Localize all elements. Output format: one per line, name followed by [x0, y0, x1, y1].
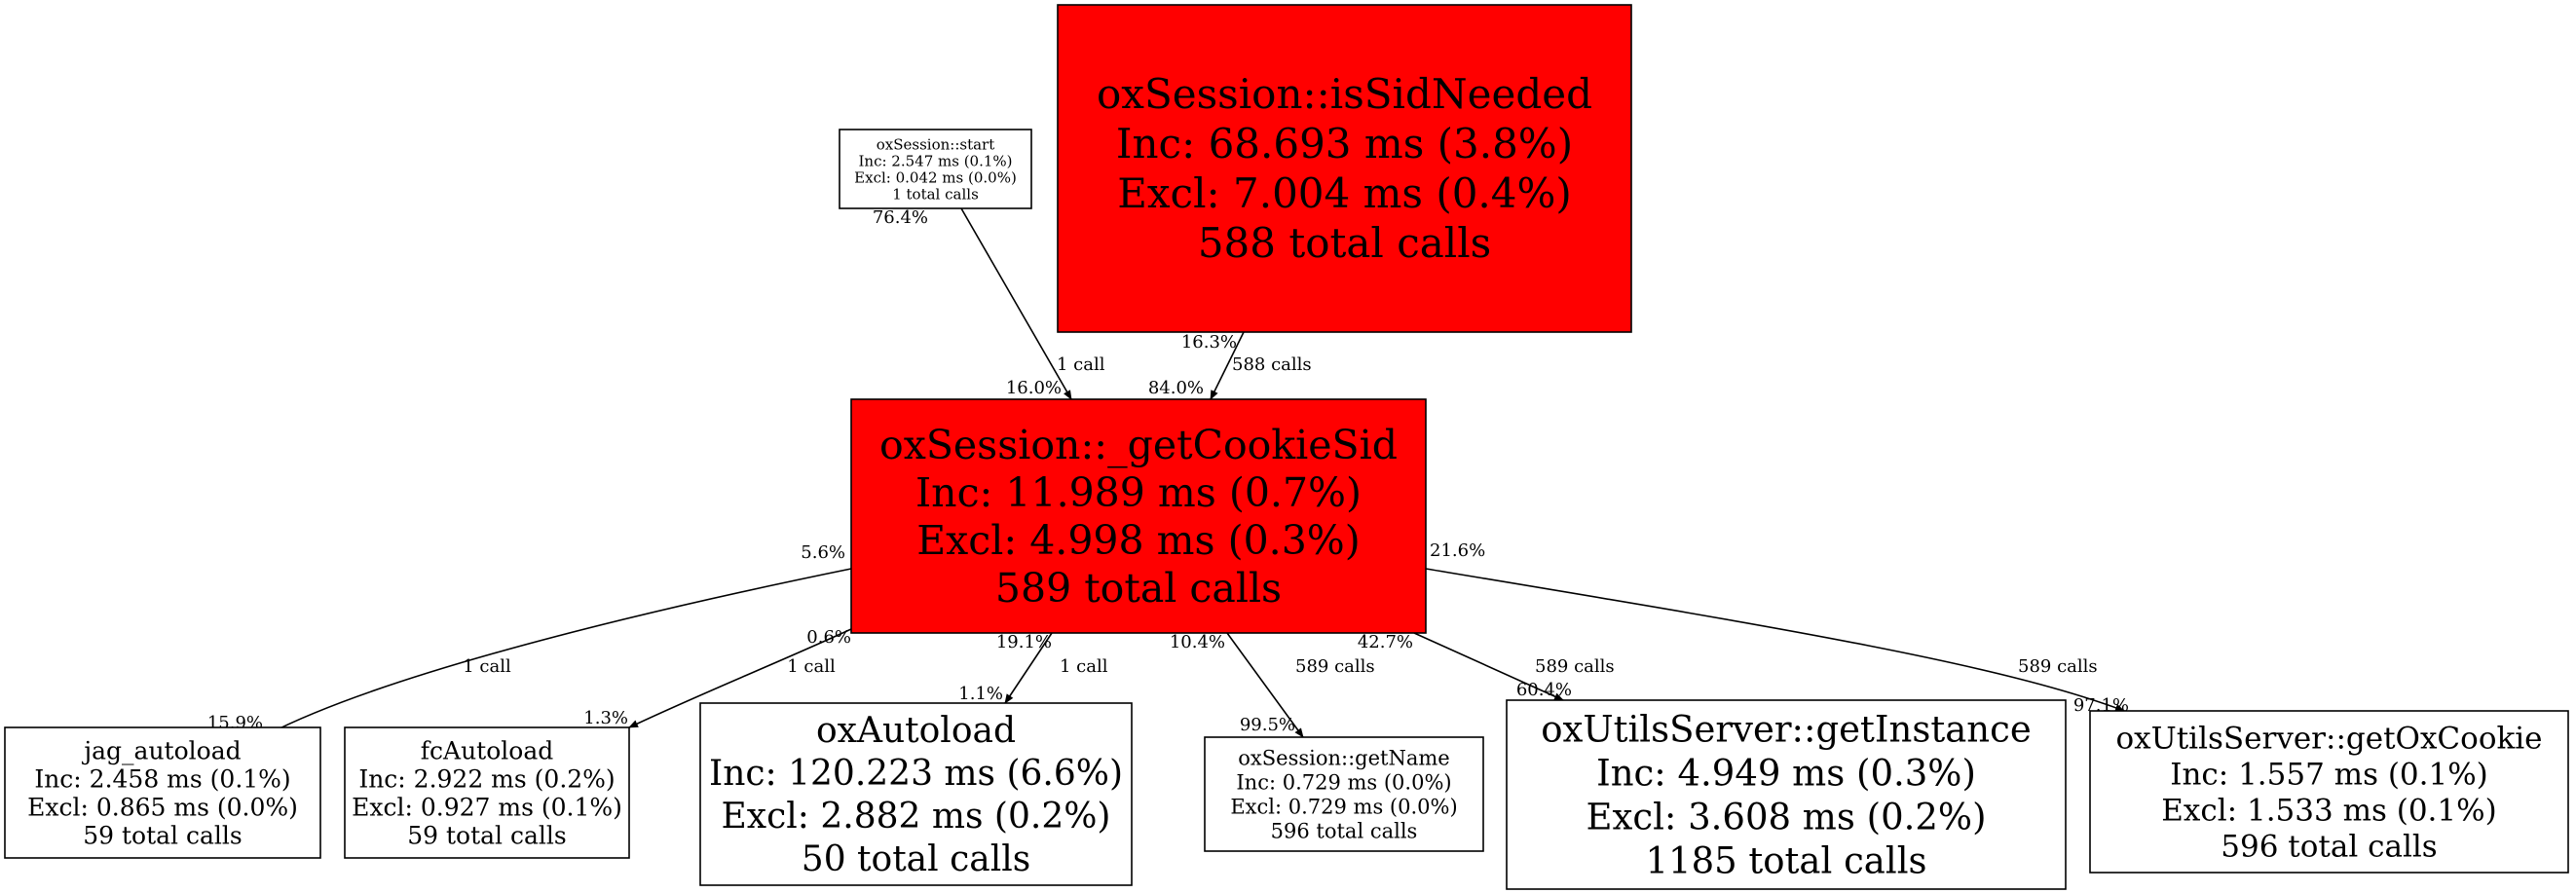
- edge-call-count: 1 call: [787, 656, 836, 677]
- node-inclusive-time: Inc: 2.458 ms (0.1%): [34, 764, 290, 793]
- edge-line: [628, 628, 852, 728]
- node-function-name: fcAutoload: [421, 736, 553, 764]
- edge-call-count: 1 call: [1057, 354, 1105, 375]
- node-inclusive-time: Inc: 68.693 ms (3.8%): [1116, 120, 1573, 167]
- node-box: [839, 129, 1032, 209]
- node-box: [344, 726, 630, 859]
- edge-line: [1226, 632, 1304, 738]
- edge-call-count: 589 calls: [1535, 656, 1615, 677]
- node-box: [1204, 736, 1484, 852]
- node-box: [1506, 699, 2067, 890]
- node-exclusive-time: Excl: 0.729 ms (0.0%): [1230, 795, 1457, 818]
- node-total-calls: 596 total calls: [2221, 829, 2437, 864]
- node-box: [1057, 4, 1632, 333]
- edge-call-count: 1 call: [463, 656, 511, 677]
- node-exclusive-time: Excl: 3.608 ms (0.2%): [1586, 796, 1986, 837]
- node-inclusive-time: Inc: 2.922 ms (0.2%): [358, 764, 615, 793]
- node-inclusive-time: Inc: 11.989 ms (0.7%): [915, 469, 1362, 516]
- edge-tail-percent: 19.1%: [996, 632, 1052, 652]
- edge-getCookieSid-to-getName: 10.4% 589 calls 99.5%: [1170, 632, 1375, 738]
- edge-tail-percent: 16.3%: [1181, 332, 1237, 353]
- node-total-calls: 59 total calls: [407, 821, 566, 849]
- node-inclusive-time: Inc: 120.223 ms (6.6%): [709, 754, 1123, 794]
- node-total-calls: 589 total calls: [995, 565, 1282, 612]
- node-total-calls: 588 total calls: [1198, 219, 1491, 267]
- node-exclusive-time: Excl: 0.865 ms (0.0%): [27, 793, 298, 821]
- edge-tail-percent: 10.4%: [1170, 632, 1225, 652]
- edge-tail-percent: 0.6%: [806, 627, 851, 648]
- node-total-calls: 1 total calls: [892, 185, 979, 203]
- edge-head-percent: 84.0%: [1148, 378, 1204, 398]
- edge-getCookieSid-to-fcAutoload: 0.6% 1 call 1.3%: [583, 627, 852, 728]
- node-box: [2089, 710, 2569, 874]
- node-total-calls: 1185 total calls: [1645, 839, 1926, 881]
- edge-call-count: 1 call: [1060, 656, 1108, 677]
- node-box: [699, 702, 1133, 886]
- edge-call-count: 589 calls: [2018, 656, 2098, 677]
- edge-head-percent: 16.0%: [1006, 378, 1062, 398]
- node-function-name: oxSession::start: [877, 135, 995, 153]
- edge-head-percent: 1.3%: [583, 708, 628, 728]
- node-inclusive-time: Inc: 4.949 ms (0.3%): [1596, 752, 1976, 794]
- node-function-name: oxSession::isSidNeeded: [1097, 70, 1592, 118]
- node-inclusive-time: Inc: 0.729 ms (0.0%): [1236, 770, 1451, 794]
- edge-getCookieSid-to-oxAutoload: 19.1% 1 call 1.1%: [958, 632, 1107, 704]
- node-function-name: jag_autoload: [81, 736, 241, 764]
- edge-isSidNeeded-to-getCookieSid: 16.3%588 calls 84.0%: [1148, 331, 1312, 400]
- node-total-calls: 59 total calls: [83, 821, 242, 849]
- node-function-name: oxSession::getName: [1238, 746, 1449, 769]
- node-function-name: oxAutoload: [816, 711, 1016, 751]
- edge-line: [1413, 632, 1564, 701]
- node-total-calls: 596 total calls: [1271, 819, 1418, 842]
- edge-line: [1210, 331, 1245, 400]
- edge-line: [1004, 632, 1053, 704]
- node-exclusive-time: Excl: 4.998 ms (0.3%): [916, 517, 1360, 564]
- edge-getCookieSid-to-getInstance: 42.7% 589 calls 60.4%: [1358, 632, 1615, 701]
- node-exclusive-time: Excl: 2.882 ms (0.2%): [722, 797, 1111, 837]
- node-exclusive-time: Excl: 0.042 ms (0.0%): [854, 168, 1017, 186]
- node-function-name: oxUtilsServer::getInstance: [1541, 708, 2031, 750]
- edge-head-percent: 1.1%: [958, 684, 1003, 704]
- edge-start-to-getCookieSid: 76.4% 1 call 16.0%: [873, 207, 1105, 400]
- edge-tail-percent: 76.4%: [873, 207, 928, 228]
- edge-head-percent: 60.4%: [1516, 680, 1572, 700]
- edge-tail-percent: 5.6%: [801, 542, 845, 563]
- node-function-name: oxSession::_getCookieSid: [879, 422, 1398, 468]
- node-box: [850, 398, 1427, 634]
- node-exclusive-time: Excl: 7.004 ms (0.4%): [1117, 169, 1572, 217]
- node-inclusive-time: Inc: 2.547 ms (0.1%): [858, 152, 1012, 169]
- edge-tail-percent: 42.7%: [1358, 632, 1413, 652]
- node-inclusive-time: Inc: 1.557 ms (0.1%): [2170, 757, 2488, 792]
- node-function-name: oxUtilsServer::getOxCookie: [2115, 721, 2542, 756]
- node-exclusive-time: Excl: 0.927 ms (0.1%): [352, 793, 622, 821]
- edge-head-percent: 99.5%: [1240, 715, 1295, 735]
- edge-call-count: 589 calls: [1295, 656, 1375, 677]
- edge-line: [960, 207, 1072, 400]
- edge-tail-percent: 21.6%: [1430, 540, 1485, 561]
- node-box: [4, 726, 321, 859]
- edge-line: [267, 568, 852, 735]
- edge-line: [1425, 568, 2125, 712]
- edge-call-count: 588 calls: [1232, 354, 1312, 375]
- node-exclusive-time: Excl: 1.533 ms (0.1%): [2161, 793, 2496, 828]
- node-total-calls: 50 total calls: [802, 839, 1030, 879]
